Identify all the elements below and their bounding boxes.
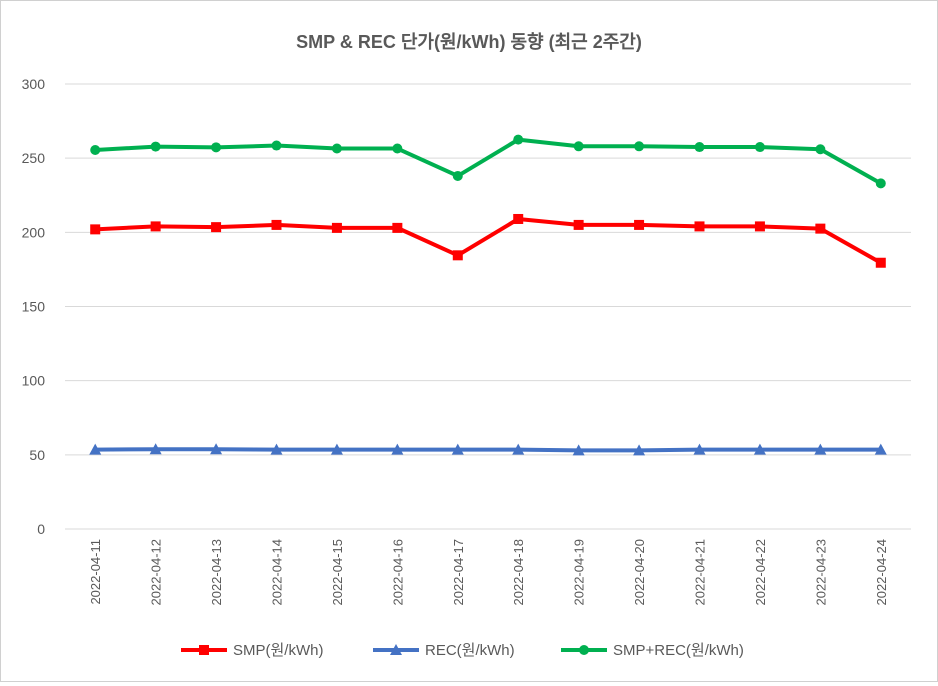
data-point-0-5 xyxy=(392,222,403,233)
legend-item-2: SMP+REC(원/kWh) xyxy=(561,642,744,659)
y-axis-ticks: 0 50 100 150 200 250 300 xyxy=(22,76,46,537)
data-point-2-2 xyxy=(211,142,222,153)
data-point-2-12 xyxy=(815,144,826,155)
data-point-0-7 xyxy=(513,213,524,224)
data-point-0-9 xyxy=(634,219,645,230)
legend-label: REC(원/kWh) xyxy=(425,642,515,659)
data-point-2-4 xyxy=(331,143,342,154)
series-2 xyxy=(90,134,886,189)
data-point-2-13 xyxy=(875,178,886,189)
series-layer xyxy=(89,134,887,456)
x-tick-label: 2022-04-17 xyxy=(451,539,466,606)
legend-swatch-marker xyxy=(579,645,589,655)
series-0 xyxy=(90,213,886,268)
legend: SMP(원/kWh) REC(원/kWh) SMP+REC(원/kWh) xyxy=(181,642,744,659)
x-tick-label: 2022-04-22 xyxy=(753,539,768,606)
x-tick-label: 2022-04-24 xyxy=(874,539,889,606)
data-point-0-11 xyxy=(754,221,765,232)
data-point-2-5 xyxy=(392,143,403,154)
data-point-1-2 xyxy=(210,443,223,455)
data-point-0-4 xyxy=(331,222,342,233)
data-point-0-0 xyxy=(90,224,101,235)
legend-label: SMP+REC(원/kWh) xyxy=(613,642,744,659)
y-tick-label: 50 xyxy=(29,447,45,463)
y-tick-label: 0 xyxy=(37,521,45,537)
data-point-1-0 xyxy=(89,443,102,455)
data-point-0-8 xyxy=(573,219,584,230)
data-point-2-7 xyxy=(513,134,524,145)
x-tick-label: 2022-04-14 xyxy=(270,539,285,606)
x-tick-label: 2022-04-19 xyxy=(572,539,587,606)
x-tick-label: 2022-04-18 xyxy=(511,539,526,606)
data-point-0-2 xyxy=(211,222,222,233)
x-tick-label: 2022-04-16 xyxy=(390,539,405,606)
data-point-1-7 xyxy=(512,443,525,455)
data-point-2-0 xyxy=(90,145,101,156)
data-point-2-3 xyxy=(271,140,282,151)
legend-swatch-marker xyxy=(390,644,402,655)
data-point-2-6 xyxy=(452,170,463,181)
y-tick-label: 300 xyxy=(22,76,46,92)
data-point-1-8 xyxy=(572,444,585,456)
x-tick-label: 2022-04-15 xyxy=(330,539,345,606)
data-point-1-1 xyxy=(149,443,162,455)
data-point-0-1 xyxy=(150,221,161,232)
legend-label: SMP(원/kWh) xyxy=(233,642,323,659)
x-tick-label: 2022-04-12 xyxy=(149,539,164,606)
data-point-1-13 xyxy=(874,443,887,455)
x-tick-label: 2022-04-21 xyxy=(693,539,708,606)
data-point-1-4 xyxy=(330,443,343,455)
data-point-1-12 xyxy=(814,443,827,455)
x-axis-ticks: 2022-04-11 2022-04-12 2022-04-13 2022-04-14… xyxy=(88,539,889,606)
data-point-1-11 xyxy=(753,443,766,455)
legend-item-1: REC(원/kWh) xyxy=(373,642,515,659)
data-point-1-9 xyxy=(633,444,646,456)
data-point-1-3 xyxy=(270,443,283,455)
data-point-2-9 xyxy=(634,141,645,152)
series-1 xyxy=(89,443,887,456)
data-point-0-10 xyxy=(694,221,705,232)
x-tick-label: 2022-04-11 xyxy=(88,539,103,605)
series-line-2 xyxy=(95,137,882,186)
data-point-2-8 xyxy=(573,141,584,152)
series-line-1 xyxy=(95,447,881,453)
data-point-0-6 xyxy=(452,250,463,261)
data-point-1-5 xyxy=(391,443,404,455)
legend-swatch-marker xyxy=(199,645,209,655)
y-tick-label: 100 xyxy=(22,373,46,389)
data-point-1-6 xyxy=(451,443,464,455)
y-tick-label: 200 xyxy=(22,224,46,240)
data-point-2-11 xyxy=(754,142,765,153)
y-tick-label: 150 xyxy=(22,299,46,315)
x-tick-label: 2022-04-13 xyxy=(209,539,224,606)
series-line-0 xyxy=(95,216,882,265)
legend-item-0: SMP(원/kWh) xyxy=(181,642,323,659)
chart-title: SMP & REC 단가(원/kWh) 동향 (최근 2주간) xyxy=(296,32,642,52)
data-point-0-12 xyxy=(815,223,826,234)
grid-layer xyxy=(65,83,911,530)
x-tick-label: 2022-04-23 xyxy=(813,539,828,606)
data-point-2-1 xyxy=(150,141,161,152)
data-point-0-3 xyxy=(271,219,282,230)
data-point-0-13 xyxy=(875,257,886,268)
x-tick-label: 2022-04-20 xyxy=(632,539,647,606)
data-point-1-10 xyxy=(693,443,706,455)
y-tick-label: 250 xyxy=(22,150,46,166)
data-point-2-10 xyxy=(694,142,705,153)
